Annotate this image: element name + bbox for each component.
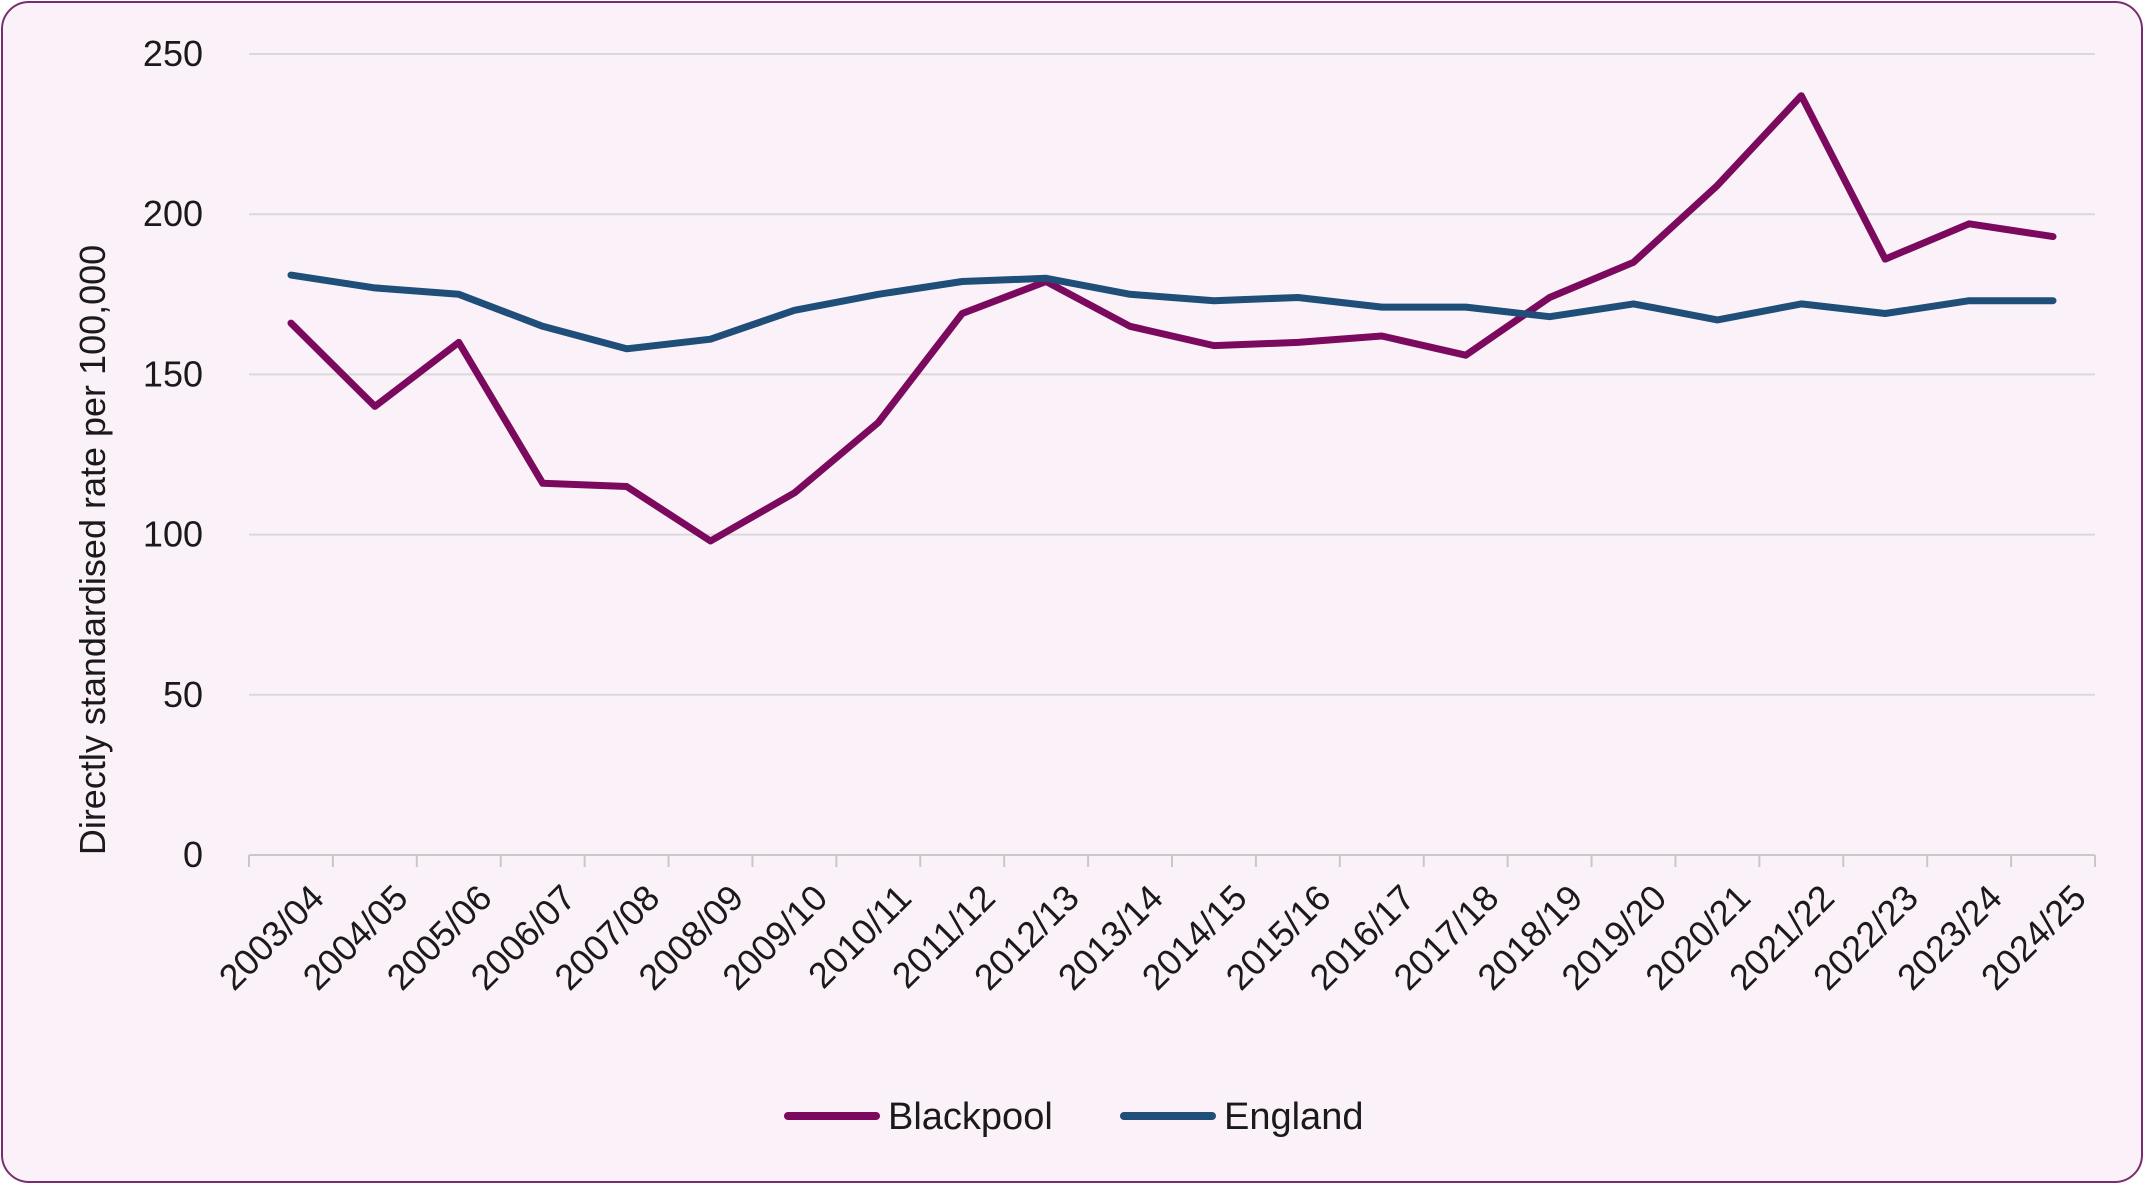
x-axis: 2003/042004/052005/062006/072007/082008/… (211, 854, 2096, 998)
gridlines (249, 53, 2095, 696)
series-line-england (287, 271, 2057, 353)
legend: Blackpool England (784, 1096, 1363, 1138)
legend-label: England (1224, 1096, 1363, 1138)
y-tick-label: 0 (183, 834, 203, 875)
y-tick-label: 250 (143, 33, 203, 74)
y-tick-label: 150 (143, 353, 203, 394)
y-tick-label: 100 (143, 514, 203, 555)
y-tick-label: 200 (143, 193, 203, 234)
y-axis-ticks: 0 50 100 150 200 250 (143, 33, 203, 875)
y-axis-title: Directly standardised rate per 100,000 (72, 245, 113, 855)
legend-label: Blackpool (888, 1096, 1053, 1138)
line-chart: 0 50 100 150 200 250 2003/042004/052005/06200… (72, 33, 2096, 1138)
legend-item-blackpool: Blackpool (784, 1096, 1053, 1138)
legend-item-england: England (1120, 1096, 1363, 1138)
y-tick-label: 50 (163, 674, 203, 715)
series-lines (287, 92, 2057, 545)
series-line-blackpool (287, 92, 2057, 545)
